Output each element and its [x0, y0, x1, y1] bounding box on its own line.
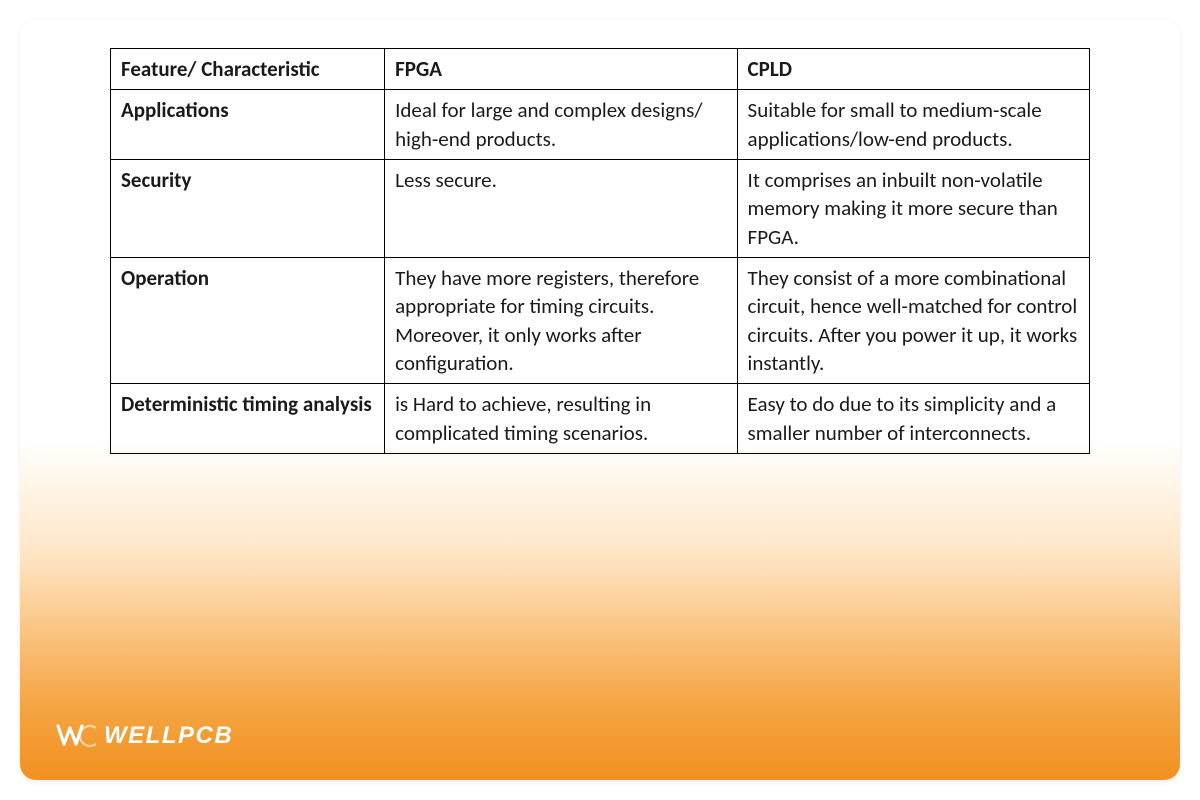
col-header-feature: Feature/ Characteristic: [111, 49, 385, 90]
logo-mark-icon: [56, 722, 96, 750]
cell-feature: Operation: [111, 258, 385, 384]
cell-feature: Security: [111, 160, 385, 258]
brand-logo: WELLPCB: [56, 722, 233, 750]
cell-feature: Applications: [111, 90, 385, 160]
table-header-row: Feature/ Characteristic FPGA CPLD: [111, 49, 1090, 90]
table-row: Operation They have more registers, ther…: [111, 258, 1090, 384]
cell-cpld: It comprises an inbuilt non-volatile mem…: [737, 160, 1089, 258]
cell-cpld: Easy to do due to its simplicity and a s…: [737, 384, 1089, 454]
table-row: Security Less secure. It comprises an in…: [111, 160, 1090, 258]
cell-fpga: Ideal for large and complex designs/ hig…: [385, 90, 737, 160]
table-row: Deterministic timing analysis is Hard to…: [111, 384, 1090, 454]
comparison-table: Feature/ Characteristic FPGA CPLD Applic…: [110, 48, 1090, 454]
cell-fpga: is Hard to achieve, resulting in complic…: [385, 384, 737, 454]
col-header-fpga: FPGA: [385, 49, 737, 90]
table-row: Applications Ideal for large and complex…: [111, 90, 1090, 160]
logo-text: WELLPCB: [104, 722, 233, 750]
cell-feature: Deterministic timing analysis: [111, 384, 385, 454]
cell-cpld: They consist of a more combinational cir…: [737, 258, 1089, 384]
cell-fpga: Less secure.: [385, 160, 737, 258]
col-header-cpld: CPLD: [737, 49, 1089, 90]
cell-cpld: Suitable for small to medium-scale appli…: [737, 90, 1089, 160]
cell-fpga: They have more registers, therefore appr…: [385, 258, 737, 384]
content-card: Feature/ Characteristic FPGA CPLD Applic…: [20, 20, 1180, 780]
